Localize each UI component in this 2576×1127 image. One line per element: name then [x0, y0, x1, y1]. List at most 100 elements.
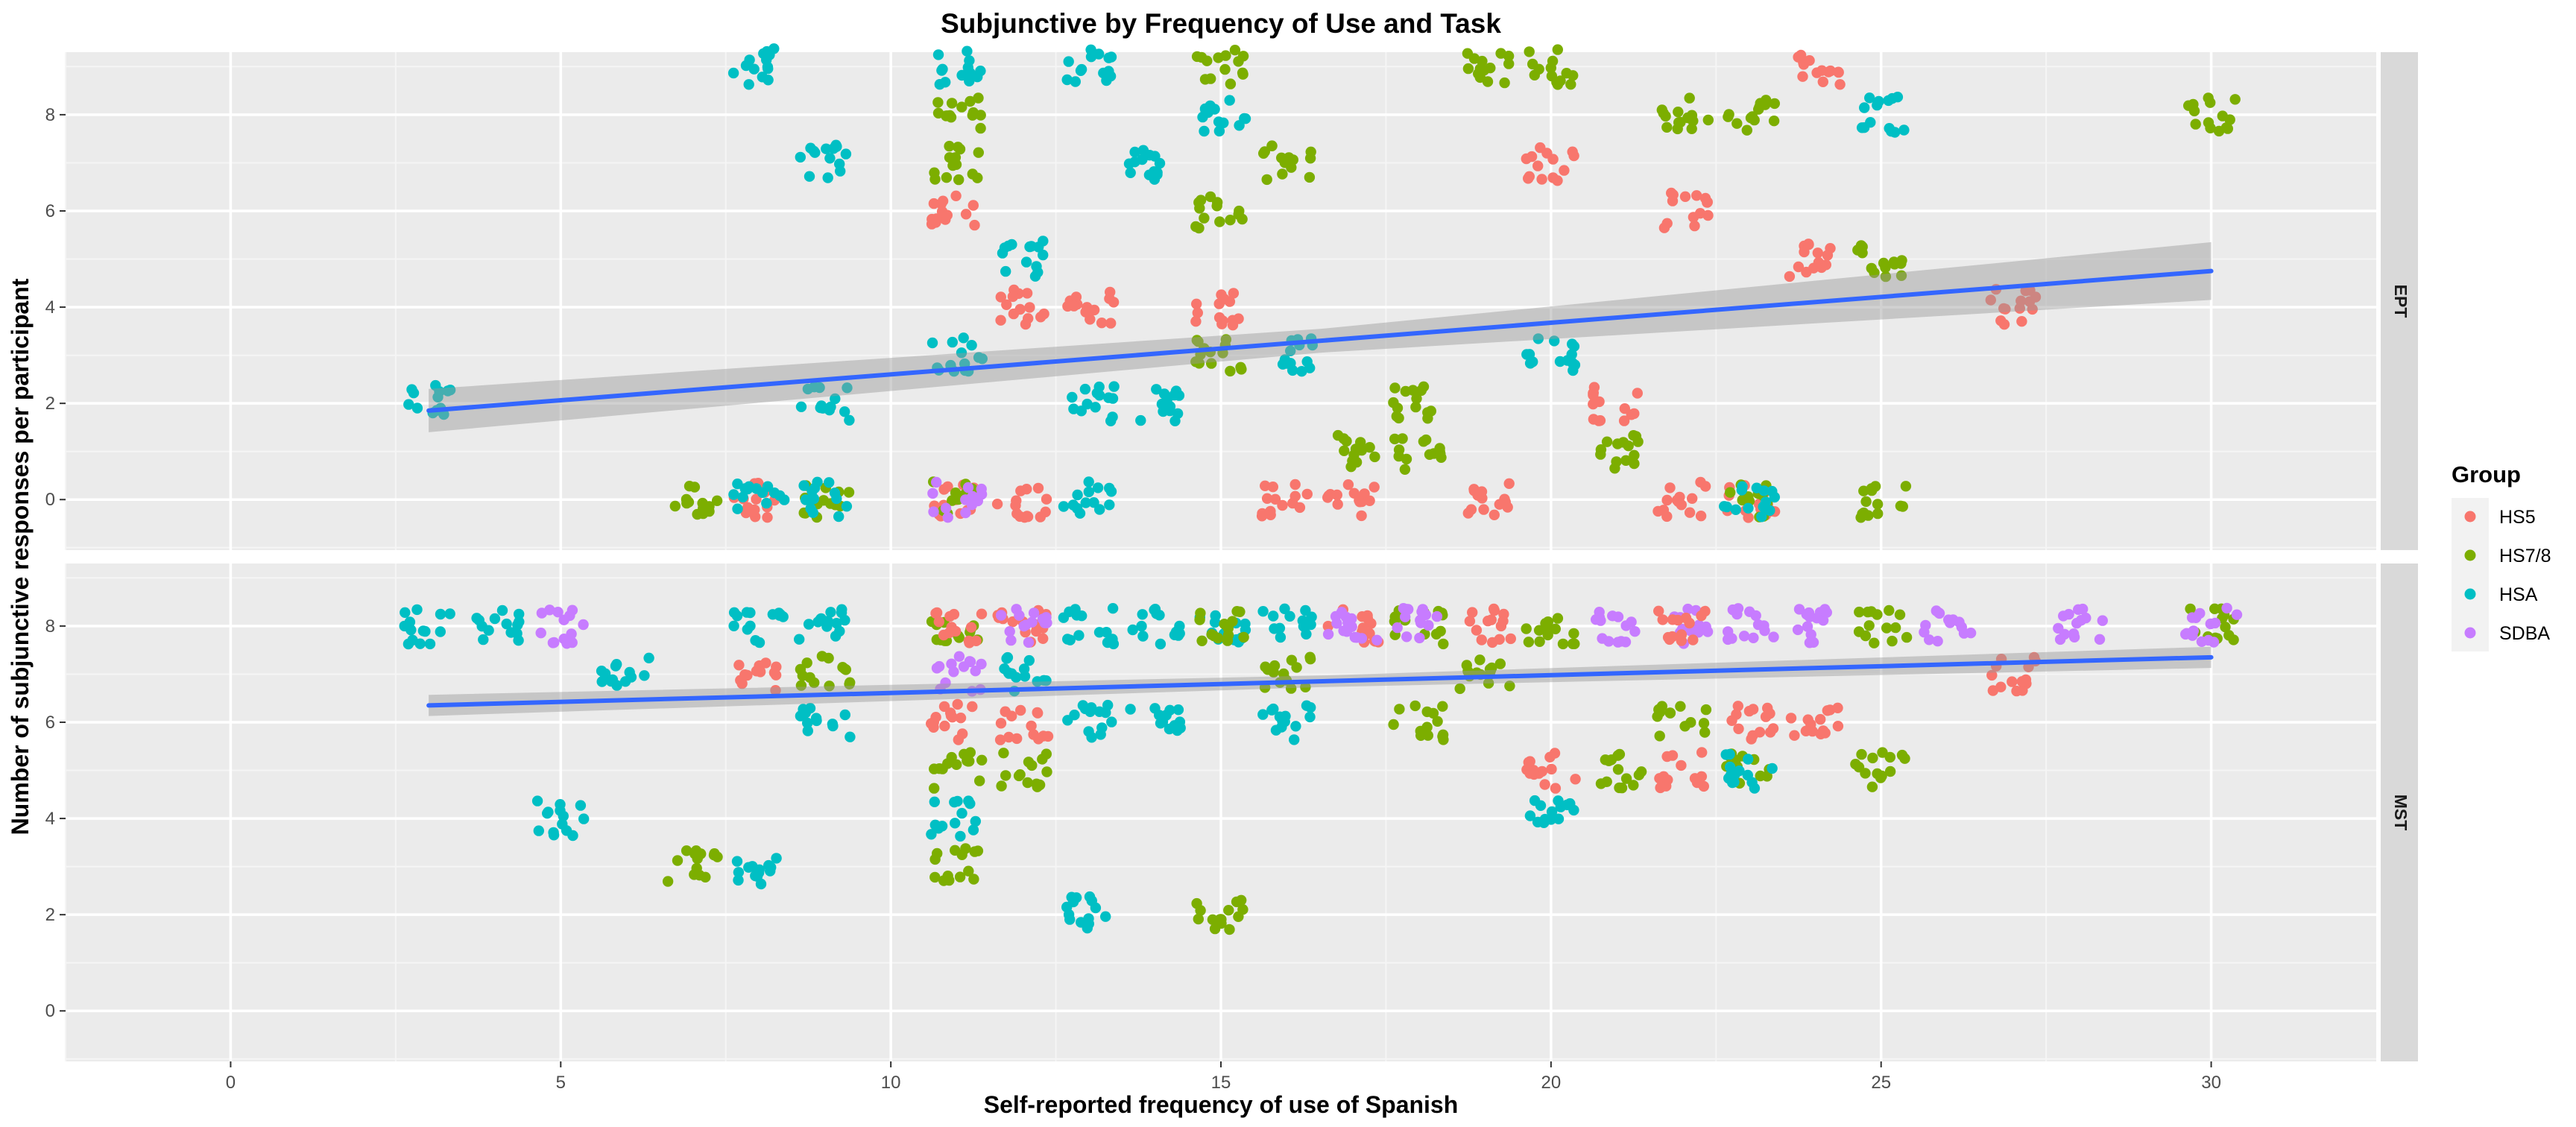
- point-ept-hs5: [1289, 479, 1301, 490]
- point-mst-hs5: [944, 627, 955, 639]
- point-ept-hsa: [804, 171, 815, 182]
- point-ept-hs7-8: [1723, 109, 1734, 120]
- point-mst-hs7-8: [1207, 914, 1219, 926]
- point-ept-hs7-8: [1629, 449, 1640, 461]
- point-mst-hsa: [1529, 795, 1541, 806]
- point-ept-hs5: [1619, 403, 1630, 414]
- point-ept-hs5: [1632, 388, 1643, 399]
- point-ept-hs7-8: [932, 97, 944, 108]
- point-mst-hs5: [1696, 610, 1707, 622]
- point-mst-hs5: [1733, 723, 1744, 734]
- point-mst-hsa: [836, 607, 847, 619]
- point-mst-hs7-8: [996, 780, 1007, 792]
- point-mst-hs7-8: [1209, 923, 1221, 935]
- point-mst-hsa: [956, 807, 967, 819]
- point-ept-hs7-8: [1880, 271, 1892, 282]
- point-ept-hs5: [1261, 493, 1273, 504]
- point-mst-hsa: [765, 862, 777, 873]
- point-ept-hs5: [1547, 154, 1559, 165]
- point-mst-hs7-8: [929, 871, 941, 883]
- legend-title: Group: [2452, 461, 2521, 487]
- point-ept-hs7-8: [1866, 484, 1878, 496]
- point-mst-hs7-8: [1474, 654, 1486, 666]
- point-ept-hsa: [824, 153, 836, 164]
- point-mst-sdba: [2059, 628, 2071, 640]
- point-mst-hsa: [1720, 749, 1731, 760]
- point-mst-hs7-8: [968, 874, 979, 885]
- point-ept-hsa: [1031, 261, 1042, 272]
- point-mst-hsa: [1565, 798, 1576, 809]
- point-mst-sdba: [535, 628, 546, 639]
- point-mst-hsa: [949, 797, 960, 808]
- point-mst-hs7-8: [1236, 894, 1247, 906]
- point-mst-hsa: [596, 676, 607, 687]
- point-mst-hs5: [1489, 604, 1500, 616]
- point-ept-hs7-8: [1304, 153, 1316, 164]
- point-ept-hs7-8: [1220, 50, 1231, 61]
- point-ept-sdba: [928, 506, 939, 517]
- point-mst-hs7-8: [1557, 638, 1569, 650]
- point-ept-hs7-8: [1863, 510, 1874, 521]
- point-mst-sdba: [536, 607, 548, 619]
- point-mst-sdba: [2097, 615, 2108, 626]
- point-ept-hsa: [1736, 484, 1747, 496]
- point-ept-hsa: [831, 141, 842, 152]
- point-ept-hsa: [1209, 104, 1220, 115]
- point-ept-hs5: [1478, 504, 1489, 515]
- point-mst-hsa: [501, 618, 512, 630]
- point-mst-hs7-8: [837, 662, 848, 673]
- point-mst-hs5: [1732, 701, 1743, 712]
- point-mst-sdba: [1932, 636, 1943, 647]
- point-mst-hs5: [1038, 633, 1049, 644]
- point-mst-hs7-8: [1022, 777, 1033, 789]
- point-ept-hsa: [1061, 74, 1073, 86]
- point-mst-sdba: [2203, 634, 2214, 646]
- point-ept-hs7-8: [1565, 79, 1576, 90]
- point-mst-hsa: [1277, 716, 1288, 727]
- point-ept-hs5: [1667, 189, 1679, 201]
- point-mst-hsa: [1749, 783, 1761, 794]
- point-ept-hs7-8: [1746, 111, 1758, 122]
- point-ept-hsa: [808, 493, 820, 505]
- point-ept-hsa: [1760, 496, 1772, 508]
- point-mst-hs5: [1986, 669, 1998, 681]
- point-ept-hs7-8: [1503, 58, 1515, 69]
- point-mst-sdba: [1620, 637, 1632, 648]
- point-mst-hsa: [1539, 813, 1550, 825]
- point-ept-hs7-8: [1407, 385, 1418, 396]
- legend-label-hs5: HS5: [2499, 507, 2536, 528]
- point-mst-hsa: [435, 608, 446, 620]
- point-mst-hsa: [1275, 631, 1287, 643]
- point-mst-sdba: [1423, 619, 1434, 631]
- point-ept-hs7-8: [1866, 262, 1877, 274]
- point-mst-hs5: [1672, 614, 1684, 626]
- point-mst-hs5: [739, 669, 751, 681]
- point-ept-hsa: [835, 165, 846, 177]
- legend-key-hsa: [2464, 588, 2476, 600]
- point-mst-hs5: [1539, 779, 1550, 790]
- point-mst-hs5: [976, 608, 988, 619]
- point-mst-hsa: [733, 874, 744, 886]
- point-ept-hs5: [1294, 502, 1306, 514]
- point-mst-hs7-8: [1863, 620, 1875, 631]
- point-ept-hs7-8: [1219, 63, 1231, 75]
- point-ept-hsa: [1154, 157, 1166, 169]
- point-mst-hs5: [933, 616, 945, 628]
- point-mst-hs7-8: [1268, 666, 1279, 678]
- point-mst-hsa: [1100, 911, 1111, 922]
- point-ept-hs7-8: [956, 101, 967, 113]
- point-ept-hsa: [434, 386, 445, 397]
- point-ept-hsa: [962, 45, 973, 57]
- point-ept-hsa: [1083, 486, 1095, 498]
- point-ept-hs7-8: [1393, 444, 1405, 455]
- point-mst-hs7-8: [1899, 753, 1910, 764]
- point-mst-hs7-8: [1884, 604, 1895, 616]
- point-mst-sdba: [1748, 632, 1759, 643]
- point-ept-hs5: [2000, 303, 2011, 315]
- point-mst-hs7-8: [1567, 638, 1579, 649]
- point-ept-hsa: [1562, 355, 1573, 366]
- x-tick-label-25: 25: [1871, 1073, 1891, 1093]
- point-ept-hs5: [1020, 318, 1032, 330]
- point-mst-hs7-8: [823, 652, 834, 664]
- point-mst-hsa: [800, 706, 811, 718]
